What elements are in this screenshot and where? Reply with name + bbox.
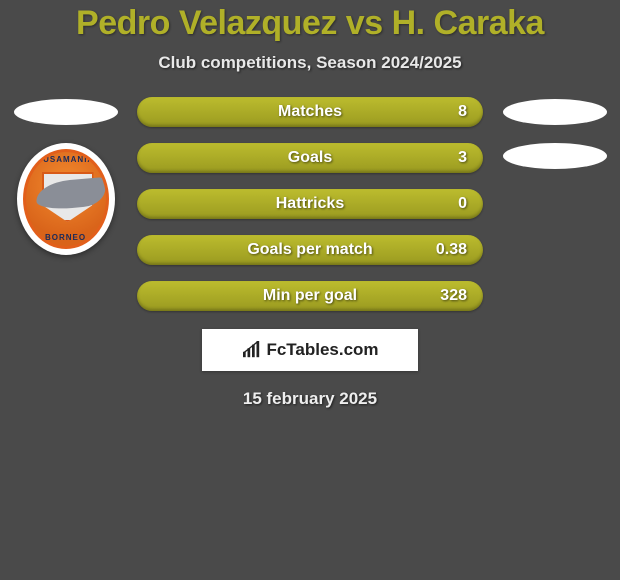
- stat-value: 328: [440, 281, 467, 311]
- stat-label: Hattricks: [137, 189, 483, 219]
- bar-chart-icon: [241, 341, 263, 359]
- brand-text: FcTables.com: [266, 340, 378, 360]
- snapshot-date: 15 february 2025: [0, 389, 620, 409]
- page-subtitle: Club competitions, Season 2024/2025: [0, 53, 620, 73]
- stat-value: 3: [458, 143, 467, 173]
- brand-attribution[interactable]: FcTables.com: [202, 329, 418, 371]
- stat-row-min-per-goal: Min per goal 328: [137, 281, 483, 311]
- right-club-photo-placeholder: [503, 143, 607, 169]
- stat-label: Goals: [137, 143, 483, 173]
- stat-value: 8: [458, 97, 467, 127]
- stats-table: Matches 8 Goals 3 Hattricks 0 Goals per …: [137, 93, 483, 311]
- stat-row-hattricks: Hattricks 0: [137, 189, 483, 219]
- comparison-layout: PUSAMANIA BORNEO Matches 8 Goals 3 Hattr…: [0, 93, 620, 311]
- left-player-column: PUSAMANIA BORNEO: [8, 93, 123, 255]
- badge-top-text: PUSAMANIA: [26, 155, 106, 164]
- right-player-column: [497, 93, 612, 187]
- stat-row-goals: Goals 3: [137, 143, 483, 173]
- stat-label: Min per goal: [137, 281, 483, 311]
- stat-value: 0: [458, 189, 467, 219]
- stat-row-matches: Matches 8: [137, 97, 483, 127]
- stat-value: 0.38: [436, 235, 467, 265]
- stat-label: Matches: [137, 97, 483, 127]
- stat-row-goals-per-match: Goals per match 0.38: [137, 235, 483, 265]
- badge-bottom-text: BORNEO: [26, 233, 106, 242]
- page-title: Pedro Velazquez vs H. Caraka: [0, 0, 620, 43]
- left-player-photo-placeholder: [14, 99, 118, 125]
- left-club-badge: PUSAMANIA BORNEO: [17, 143, 115, 255]
- right-player-photo-placeholder: [503, 99, 607, 125]
- stat-label: Goals per match: [137, 235, 483, 265]
